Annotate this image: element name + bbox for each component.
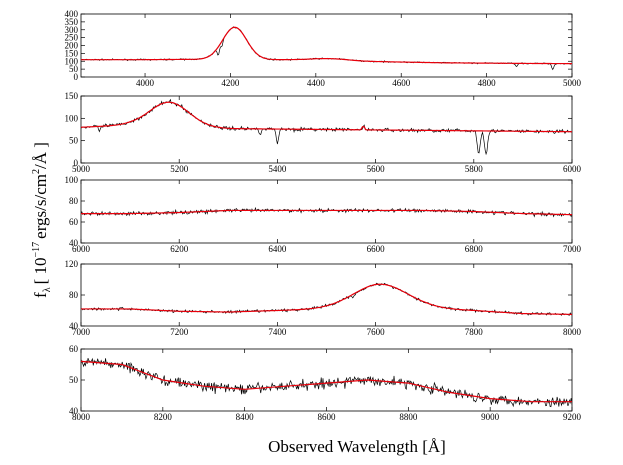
ylabel-units-exponent: 2: [31, 169, 42, 174]
y-tick-label: 50: [69, 375, 79, 385]
x-tick-label: 7800: [465, 327, 484, 337]
x-tick-label: 8400: [236, 412, 255, 422]
model-fit-line: [81, 360, 572, 403]
y-tick-label: 0: [74, 158, 79, 168]
panel-frame: [80, 179, 573, 244]
ylabel-symbol: f: [31, 292, 50, 298]
x-tick-label: 4400: [307, 78, 326, 88]
x-tick-label: 7000: [563, 244, 582, 254]
ylabel-units: ergs/s/cm: [31, 174, 50, 239]
y-tick-label: 60: [69, 344, 79, 354]
spectrum-panel-1: 4000 4200 4400 4600 4800 50000501001502002503…: [65, 9, 582, 88]
x-tick-label: 8200: [154, 412, 173, 422]
y-tick-label: 100: [65, 175, 79, 185]
x-tick-label: 7400: [268, 327, 287, 337]
y-tick-label: 150: [65, 48, 79, 58]
x-tick-label: 5000: [563, 78, 582, 88]
y-tick-label: 80: [69, 290, 79, 300]
x-tick-label: 5000: [72, 164, 91, 174]
x-tick-label: 6800: [465, 244, 484, 254]
y-tick-label: 40: [69, 321, 79, 331]
y-tick-label: 50: [69, 136, 79, 146]
ylabel-bracket-open: [ 10: [31, 257, 50, 284]
y-tick-label: 60: [69, 217, 79, 227]
x-tick-label: 6000: [563, 164, 582, 174]
y-tick-label: 0: [74, 72, 79, 82]
x-tick-label: 7000: [72, 327, 91, 337]
ylabel-subscript: λ: [42, 287, 53, 292]
x-tick-label: 8800: [399, 412, 418, 422]
x-tick-label: 5800: [465, 164, 484, 174]
model-fit-line: [81, 26, 572, 65]
y-tick-label: 40: [69, 238, 79, 248]
x-tick-label: 4600: [392, 78, 411, 88]
model-fit-line: [81, 209, 572, 216]
x-tick-label: 4200: [221, 78, 240, 88]
y-tick-label: 40: [69, 406, 79, 416]
spectrum-panel-4: 7000 7200 7400 7600 7800 8000 40 80 120: [65, 259, 582, 337]
x-tick-label: 7600: [367, 327, 386, 337]
panel-frame: [80, 13, 573, 78]
x-tick-label: 4000: [136, 78, 155, 88]
spectrum-panel-5: 8000 8200 8400 8600 8800 9000 9200 40 50 60: [69, 344, 582, 422]
x-tick-label: 6400: [268, 244, 287, 254]
x-tick-label: 8600: [318, 412, 337, 422]
x-tick-label: 9000: [481, 412, 500, 422]
x-tick-label: 5600: [367, 164, 386, 174]
ylabel-units-end: /Å ]: [31, 142, 50, 169]
x-tick-label: 9200: [563, 412, 582, 422]
x-tick-label: 8000: [563, 327, 582, 337]
y-tick-label: 200: [65, 41, 79, 51]
y-tick-label: 350: [65, 17, 79, 27]
spectrum-panel-2: 5000 5200 5400 5600 5800 6000 0 50 100 150: [65, 91, 582, 174]
y-tick-label: 250: [65, 33, 79, 43]
x-tick-label: 6200: [170, 244, 189, 254]
y-tick-label: 300: [65, 25, 79, 35]
panel-frame: [80, 95, 573, 164]
x-axis-title: Observed Wavelength [Å]: [268, 437, 446, 456]
x-tick-label: 6000: [72, 244, 91, 254]
y-tick-label: 100: [65, 56, 79, 66]
svg-text:fλ[ 10−17ergs/s/cm2/Å ]: fλ [ 10−17 ergs/s/cm2/Å ]: [31, 142, 53, 298]
y-tick-label: 150: [65, 91, 79, 101]
x-tick-label: 4800: [478, 78, 497, 88]
x-tick-label: 5200: [170, 164, 189, 174]
panel-frame: [80, 263, 573, 327]
spectrum-panel-3: 6000 6200 6400 6600 6800 7000 40 60 80 100: [65, 175, 582, 254]
observed-spectrum-line: [81, 357, 572, 408]
model-fit-line: [81, 283, 572, 315]
y-tick-label: 120: [65, 259, 79, 269]
y-tick-label: 400: [65, 9, 79, 19]
x-tick-label: 6600: [367, 244, 386, 254]
y-tick-label: 80: [69, 196, 79, 206]
y-tick-label: 100: [65, 113, 79, 123]
model-fit-line: [81, 101, 572, 133]
ylabel-exponent: −17: [31, 242, 42, 258]
x-tick-label: 5400: [268, 164, 287, 174]
x-tick-label: 7200: [170, 327, 189, 337]
x-tick-label: 8000: [72, 412, 91, 422]
y-tick-label: 50: [69, 64, 79, 74]
y-axis-title: fλ [ 10−17 ergs/s/cm2/Å ]: [31, 142, 53, 298]
